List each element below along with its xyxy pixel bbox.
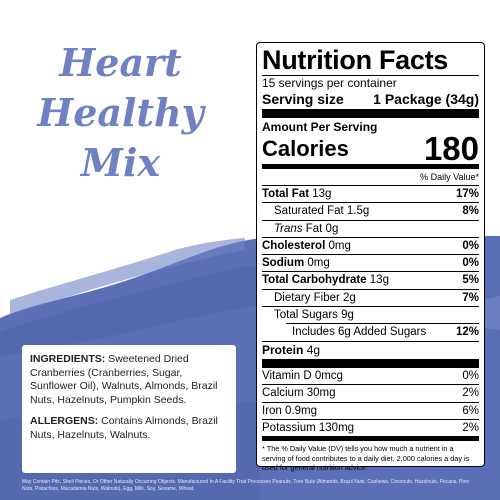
cholesterol-row: Cholesterol 0mg 0% — [262, 238, 479, 254]
nutrient-name: Dietary Fiber 2g — [274, 291, 356, 304]
nutrition-title: Nutrition Facts — [262, 45, 449, 75]
nutrient-name: Sodium — [262, 257, 305, 270]
serving-size-label: Serving size — [262, 91, 344, 107]
nutrient-amount: 13g — [312, 188, 332, 200]
nutrient-name: Iron 0.9mg — [262, 404, 317, 417]
servings-per-container: 15 servings per container — [262, 76, 397, 90]
amount-per-serving: Amount Per Serving — [262, 120, 378, 134]
total-carbohydrate-row: Total Carbohydrate 13g 5% — [262, 272, 479, 288]
dietary-fiber-row: Dietary Fiber 2g 7% — [262, 290, 479, 306]
ingredients-label: INGREDIENTS: — [30, 353, 106, 365]
calories-value: 180 — [423, 130, 479, 167]
ingredients-card: INGREDIENTS: Sweetened Dried Cranberries… — [22, 345, 236, 473]
total-sugars-row: Total Sugars 9g — [262, 307, 479, 323]
potassium-row: Potassium 130mg 2% — [262, 420, 479, 436]
total-fat-row: Total Fat 13g 17% — [262, 186, 479, 202]
allergen-disclaimer: May Contain Pits, Shell Pieces, Or Other… — [22, 479, 470, 492]
nutrient-amount: 0mg — [307, 257, 330, 270]
iron-row: Iron 0.9mg 6% — [262, 403, 479, 419]
vitamin-d-row: Vitamin D 0mcg 0% — [262, 368, 479, 384]
daily-value-footnote: * The % Daily Value (DV) tells you how m… — [262, 444, 470, 473]
nutrient-name: Saturated Fat 1.5g — [274, 205, 370, 218]
nutrient-name: Total Carbohydrate — [262, 274, 367, 287]
nutrient-dv: 0% — [462, 257, 479, 270]
daily-value-header: % Daily Value* — [420, 172, 479, 182]
nutrient-name: Total Fat — [262, 188, 310, 200]
nutrient-amount: 4g — [306, 342, 321, 357]
nutrient-name: Total Sugars 9g — [274, 309, 354, 322]
nutrient-name: Vitamin D 0mcg — [262, 369, 343, 382]
trans-fat-row: Trans Fat 0g — [262, 221, 479, 237]
nutrient-name: Trans — [274, 222, 303, 235]
nutrient-dv: 6% — [462, 404, 479, 417]
calories-label: Calories — [262, 136, 349, 161]
nutrient-dv: 2% — [462, 421, 479, 434]
allergens-text: Contains Almonds, Brazil Nuts, Hazelnuts… — [30, 415, 218, 441]
serving-size-value: 1 Package (34g) — [373, 91, 479, 107]
nutrient-dv: 0% — [462, 369, 479, 382]
nutrient-name: Protein — [262, 342, 304, 357]
nutrient-dv: 17% — [455, 188, 479, 200]
nutrient-amount: 0mg — [328, 239, 351, 252]
nutrient-name: Potassium 130mg — [262, 421, 355, 434]
nutrient-amount: Fat 0g — [305, 222, 339, 235]
ingredients-paragraph: INGREDIENTS: Sweetened Dried Cranberries… — [30, 353, 228, 407]
nutrient-amount: 13g — [369, 274, 389, 287]
nutrient-dv: 7% — [462, 291, 479, 304]
allergens-paragraph: ALLERGENS: Contains Almonds, Brazil Nuts… — [30, 415, 228, 442]
nutrition-facts-panel: Nutrition Facts 15 servings per containe… — [256, 42, 485, 472]
nutrient-dv: 8% — [462, 205, 479, 218]
allergens-label: ALLERGENS: — [30, 415, 99, 427]
nutrient-dv: 2% — [462, 387, 479, 400]
calcium-row: Calcium 30mg 2% — [262, 385, 479, 401]
protein-row: Protein 4g — [262, 342, 479, 358]
added-sugars-row: Includes 6g Added Sugars 12% — [262, 324, 479, 340]
saturated-fat-row: Saturated Fat 1.5g 8% — [262, 203, 479, 219]
sodium-row: Sodium 0mg 0% — [262, 255, 479, 271]
nutrient-name: Calcium 30mg — [262, 387, 336, 400]
product-name: Heart Healthy Mix — [37, 40, 204, 185]
serving-size-row: Serving size 1 Package (34g) — [262, 90, 479, 108]
nutrient-dv: 12% — [455, 326, 479, 339]
nutrient-name: Includes 6g Added Sugars — [292, 326, 427, 339]
nutrient-name: Cholesterol — [262, 239, 326, 252]
ingredients-text: Sweetened Dried Cranberries (Cranberries… — [30, 353, 218, 406]
nutrient-dv: 5% — [462, 274, 479, 287]
calories-row: Calories 180 — [262, 130, 479, 167]
nutrient-dv: 0% — [462, 239, 479, 252]
